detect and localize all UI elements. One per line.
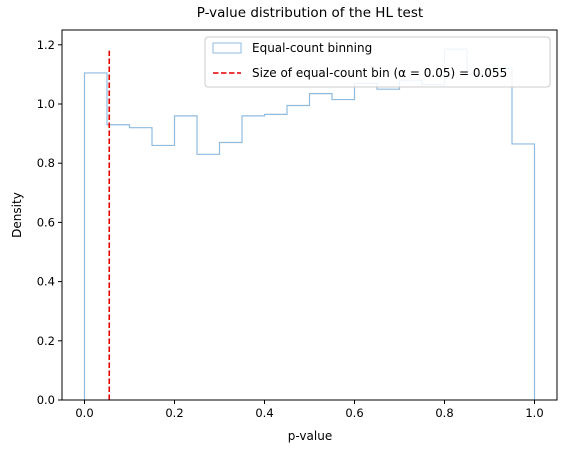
- legend-label-vline: Size of equal-count bin (α = 0.05) = 0.0…: [252, 66, 507, 80]
- histogram-bin: [85, 73, 108, 400]
- x-axis-ticks: 0.0 0.2 0.4 0.6 0.8 1.0: [75, 400, 544, 420]
- x-tick-label: 0.4: [255, 406, 273, 420]
- legend-box: [204, 36, 551, 88]
- y-tick-label: 0.0: [37, 393, 55, 407]
- y-tick-label: 1.0: [37, 97, 55, 111]
- y-tick-label: 0.2: [37, 334, 55, 348]
- x-tick-label: 1.0: [525, 406, 543, 420]
- y-tick-label: 0.8: [37, 156, 55, 170]
- histogram-bin: [422, 85, 445, 400]
- histogram-bin: [152, 145, 175, 400]
- y-axis-ticks: 0.0 0.2 0.4 0.6 0.8 1.0 1.2: [37, 38, 62, 407]
- x-axis-label: p-value: [288, 429, 332, 443]
- x-tick-label: 0.6: [345, 406, 363, 420]
- histogram-bin: [512, 144, 535, 400]
- y-axis-label: Density: [10, 192, 24, 238]
- histogram-bin: [220, 142, 243, 400]
- histogram-bin: [377, 89, 400, 400]
- histogram-bin: [130, 128, 153, 400]
- y-tick-label: 0.4: [37, 275, 55, 289]
- histogram-bin: [287, 105, 310, 400]
- y-tick-label: 1.2: [37, 38, 55, 52]
- histogram-layer: [83, 48, 536, 400]
- histogram-bin: [400, 80, 423, 400]
- x-tick-label: 0.2: [165, 406, 183, 420]
- histogram-bin: [265, 114, 288, 400]
- histogram-bin: [310, 94, 333, 400]
- y-tick-label: 0.6: [37, 215, 55, 229]
- legend: Equal-count binning Size of equal-count …: [204, 36, 551, 88]
- histogram-bin: [355, 83, 378, 400]
- plot-frame: [61, 29, 558, 401]
- legend-patch-icon: [212, 42, 242, 54]
- histogram-bin: [175, 116, 198, 400]
- histogram-bin: [107, 125, 130, 400]
- histogram-bin: [467, 74, 490, 400]
- histogram-bin: [445, 49, 468, 400]
- histogram-bin: [332, 100, 355, 400]
- x-tick-label: 0.0: [75, 406, 93, 420]
- x-tick-label: 0.8: [435, 406, 453, 420]
- legend-label-hist: Equal-count binning: [252, 41, 372, 55]
- chart-title: P-value distribution of the HL test: [197, 5, 423, 21]
- histogram-bin: [490, 68, 513, 400]
- histogram-bin: [197, 154, 220, 400]
- histogram-bin: [242, 116, 265, 400]
